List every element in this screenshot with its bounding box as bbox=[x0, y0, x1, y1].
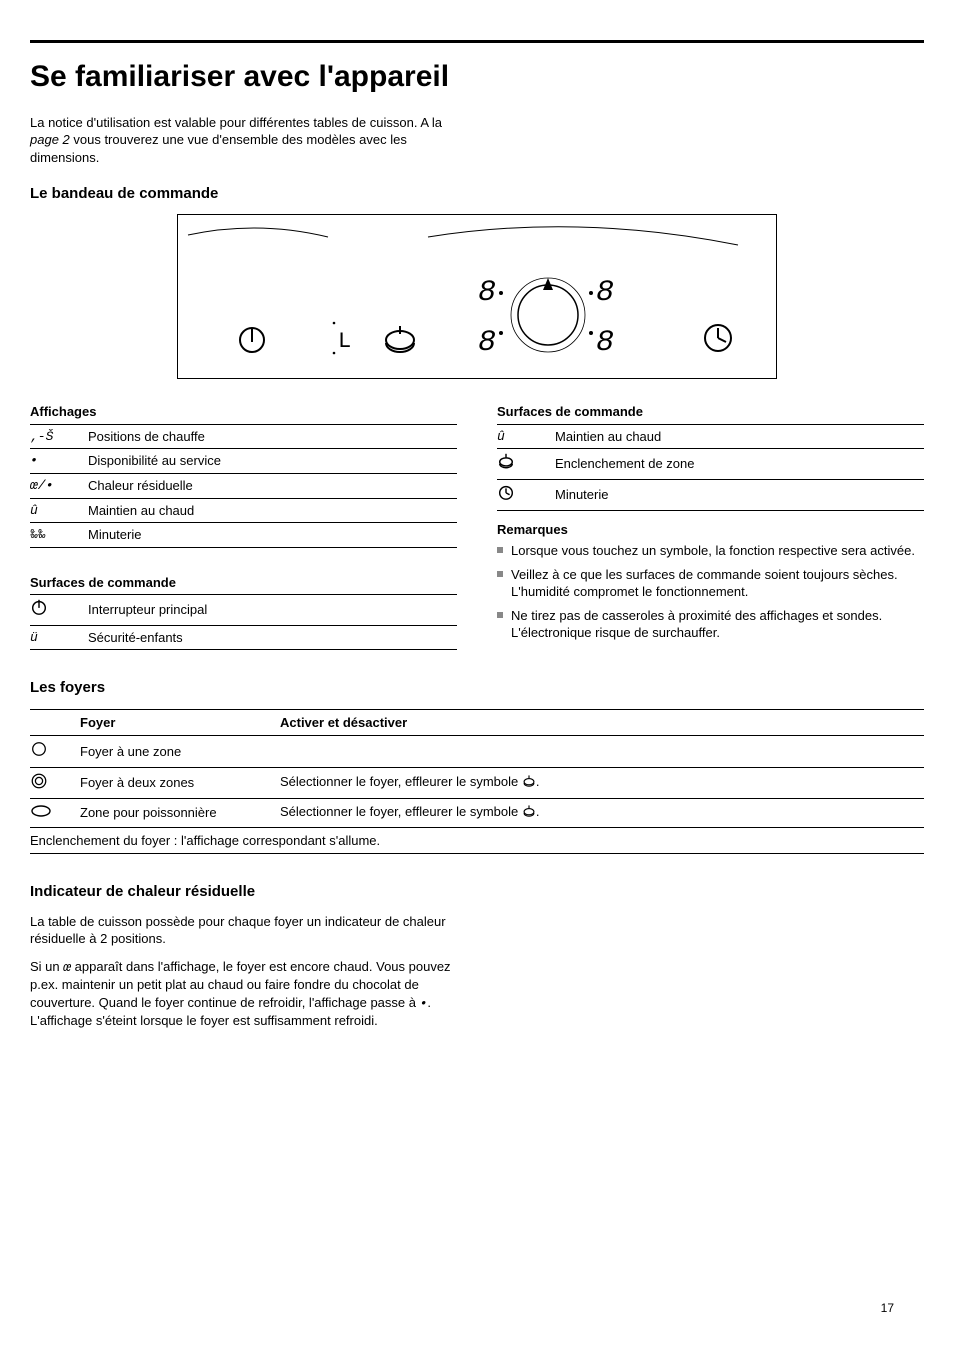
ring1-icon bbox=[30, 736, 80, 768]
residual-p1: La table de cuisson possède pour chaque … bbox=[30, 913, 470, 948]
section-residual: Indicateur de chaleur résiduelle bbox=[30, 882, 924, 902]
svg-text:8: 8 bbox=[478, 276, 496, 310]
symbol-cell: û bbox=[30, 498, 88, 523]
foyers-header-foyer: Foyer bbox=[80, 709, 280, 736]
foyer-name: Foyer à une zone bbox=[80, 736, 280, 768]
symbol-cell: ‰‰ bbox=[30, 523, 88, 548]
remark-item: Lorsque vous touchez un symbole, la fonc… bbox=[497, 542, 924, 560]
table-row: Enclenchement de zone bbox=[497, 449, 924, 480]
symbol-label: Disponibilité au service bbox=[88, 449, 457, 474]
intro-pre: La notice d'utilisation est valable pour… bbox=[30, 115, 442, 130]
remark-item: Veillez à ce que les surfaces de command… bbox=[497, 566, 924, 601]
table-row: œ/•Chaleur résiduelle bbox=[30, 474, 457, 499]
surfaces-left-title: Surfaces de commande bbox=[30, 570, 457, 596]
surfaces-left-table: Interrupteur principalüSécurité-enfants bbox=[30, 595, 457, 650]
svg-text:8: 8 bbox=[478, 326, 496, 360]
table-row: Foyer à deux zonesSélectionner le foyer,… bbox=[30, 767, 924, 799]
symbol-cell: ü bbox=[30, 625, 88, 650]
ring2-icon bbox=[30, 767, 80, 799]
symbol-label: Chaleur résiduelle bbox=[88, 474, 457, 499]
table-row: ûMaintien au chaud bbox=[30, 498, 457, 523]
svg-text:8: 8 bbox=[596, 276, 614, 310]
intro-paragraph: La notice d'utilisation est valable pour… bbox=[30, 114, 460, 167]
symbol-label: Positions de chauffe bbox=[88, 425, 457, 449]
section-bandeau: Le bandeau de commande bbox=[30, 184, 924, 204]
symbol-label: Maintien au chaud bbox=[555, 425, 924, 449]
table-row: Interrupteur principal bbox=[30, 595, 457, 625]
symbol-cell: œ/• bbox=[30, 474, 88, 499]
residual-p2-pre: Si un bbox=[30, 959, 63, 974]
symbol-label: Sécurité-enfants bbox=[88, 625, 457, 650]
table-row: ‰‰Minuterie bbox=[30, 523, 457, 548]
foyer-name: Zone pour poissonnière bbox=[80, 799, 280, 828]
foyers-table: Foyer Activer et désactiver Foyer à une … bbox=[30, 709, 924, 855]
residual-p2: Si un œ apparaît dans l'affichage, le fo… bbox=[30, 958, 470, 1030]
page-number: 17 bbox=[881, 1300, 894, 1316]
symbol-cell: û bbox=[497, 425, 555, 449]
intro-page-ref: page 2 bbox=[30, 132, 70, 147]
control-panel-diagram: L 8 8 8 8 bbox=[30, 214, 924, 379]
svg-text:8: 8 bbox=[596, 326, 614, 360]
remarks-list: Lorsque vous touchez un symbole, la fonc… bbox=[497, 542, 924, 642]
affichages-table: ‚-ŠPositions de chauffe•Disponibilité au… bbox=[30, 425, 457, 548]
table-row: ûMaintien au chaud bbox=[497, 425, 924, 449]
table-row: Foyer à une zone bbox=[30, 736, 924, 768]
table-row: üSécurité-enfants bbox=[30, 625, 457, 650]
svg-text:L: L bbox=[338, 329, 351, 354]
residual-text: La table de cuisson possède pour chaque … bbox=[30, 913, 470, 1030]
affichages-title: Affichages bbox=[30, 399, 457, 425]
foyers-header-action: Activer et désactiver bbox=[280, 709, 924, 736]
symbol-label: Minuterie bbox=[555, 480, 924, 511]
surfaces-right-table: ûMaintien au chaudEnclenchement de zoneM… bbox=[497, 425, 924, 511]
residual-H-symbol: œ bbox=[63, 960, 71, 975]
intro-post: vous trouverez une vue d'ensemble des mo… bbox=[30, 132, 407, 165]
foyer-name: Foyer à deux zones bbox=[80, 767, 280, 799]
foyer-action: Sélectionner le foyer, effleurer le symb… bbox=[280, 799, 924, 828]
residual-p2-mid: apparaît dans l'affichage, le foyer est … bbox=[30, 959, 451, 1010]
page-title: Se familiariser avec l'appareil bbox=[30, 57, 924, 98]
symbol-cell: ‚-Š bbox=[30, 425, 88, 449]
foyer-action: Sélectionner le foyer, effleurer le symb… bbox=[280, 767, 924, 799]
section-foyers: Les foyers bbox=[30, 678, 924, 698]
foyers-footer: Enclenchement du foyer : l'affichage cor… bbox=[30, 827, 924, 854]
symbol-cell: • bbox=[30, 449, 88, 474]
symbol-label: Enclenchement de zone bbox=[555, 449, 924, 480]
surfaces-right-title: Surfaces de commande bbox=[497, 399, 924, 425]
symbol-label: Interrupteur principal bbox=[88, 595, 457, 625]
remarks-title: Remarques bbox=[497, 521, 924, 539]
foyer-action bbox=[280, 736, 924, 768]
symbol-label: Minuterie bbox=[88, 523, 457, 548]
power-icon bbox=[30, 595, 88, 625]
zone-icon bbox=[497, 449, 555, 480]
timer-icon bbox=[497, 480, 555, 511]
oval-icon bbox=[30, 799, 80, 828]
remark-item: Ne tirez pas de casseroles à proximité d… bbox=[497, 607, 924, 642]
table-row: •Disponibilité au service bbox=[30, 449, 457, 474]
symbol-label: Maintien au chaud bbox=[88, 498, 457, 523]
table-row: ‚-ŠPositions de chauffe bbox=[30, 425, 457, 449]
table-row: Minuterie bbox=[497, 480, 924, 511]
table-row: Zone pour poissonnièreSélectionner le fo… bbox=[30, 799, 924, 828]
